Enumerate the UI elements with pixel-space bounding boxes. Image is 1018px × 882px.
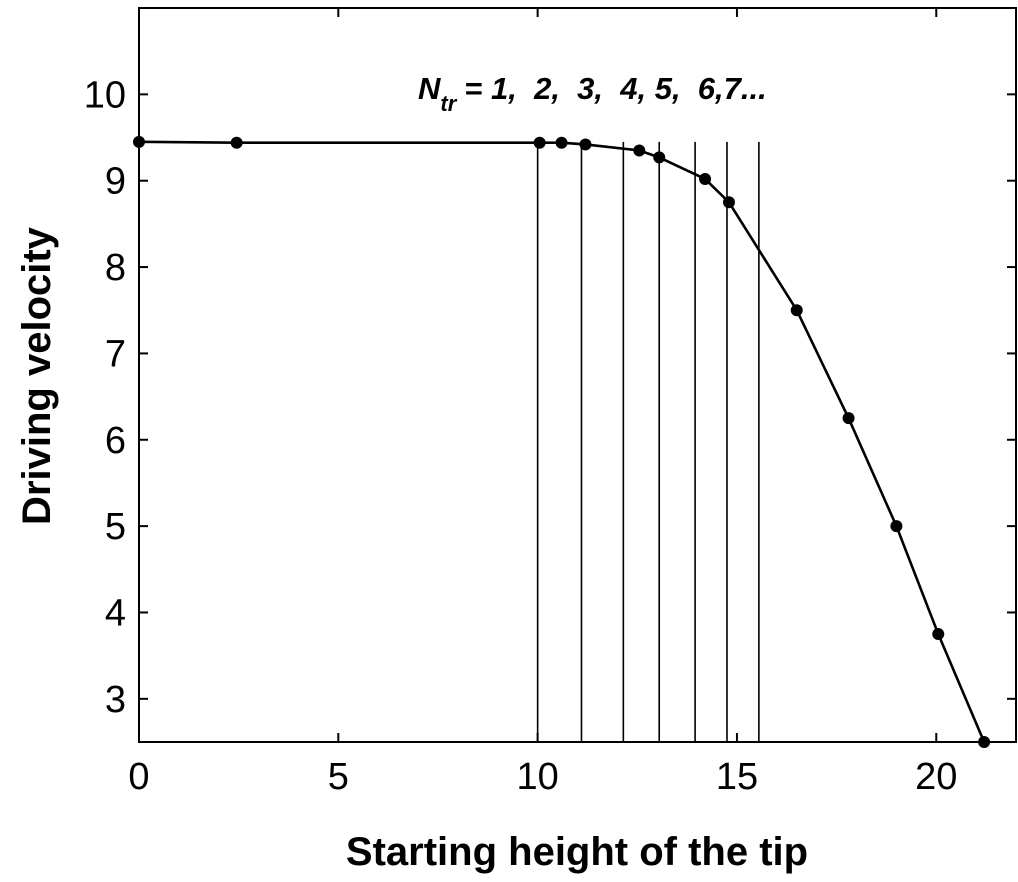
- data-point: [579, 138, 592, 151]
- data-point: [699, 172, 712, 185]
- annotation-text: = 1, 2, 3, 4, 5, 6,7...: [464, 71, 766, 106]
- y-tick-label: 7: [105, 333, 126, 375]
- data-point: [722, 196, 735, 209]
- data-point: [890, 520, 903, 533]
- x-tick-label: 0: [128, 756, 149, 798]
- series-group: [133, 135, 991, 748]
- data-point: [842, 412, 855, 425]
- data-point: [932, 628, 945, 641]
- series-line: [138, 140, 986, 743]
- annotation-subscript: tr: [440, 91, 457, 116]
- y-tick-label: 9: [105, 161, 126, 203]
- data-point: [230, 136, 243, 149]
- x-axis-ticks: 0 5 10 15 20: [128, 8, 957, 798]
- y-tick-label: 8: [105, 247, 126, 289]
- x-tick-label: 20: [915, 756, 957, 798]
- y-tick-label: 4: [105, 592, 126, 634]
- y-tick-label: 6: [105, 420, 126, 462]
- x-tick-label: 15: [716, 756, 758, 798]
- data-point: [633, 144, 646, 157]
- transition-lines: [536, 141, 760, 742]
- plot-frame: [138, 7, 1017, 743]
- data-point: [790, 304, 803, 317]
- y-tick-label: 5: [105, 506, 126, 548]
- x-axis-label: Starting height of the tip: [346, 830, 808, 874]
- y-axis-ticks: 3 4 5 6 7 8 9 10: [84, 74, 1016, 721]
- y-tick-label: 10: [84, 74, 126, 116]
- data-point: [653, 151, 666, 164]
- y-tick-label: 3: [105, 679, 126, 721]
- y-axis-label: Driving velocity: [15, 226, 59, 525]
- annotation-symbol: N: [418, 71, 441, 106]
- data-point: [555, 136, 568, 149]
- data-point: [533, 136, 546, 149]
- x-tick-label: 10: [516, 756, 558, 798]
- transition-annotation: Ntr = 1, 2, 3, 4, 5, 6,7...: [418, 71, 767, 116]
- x-tick-label: 5: [328, 756, 349, 798]
